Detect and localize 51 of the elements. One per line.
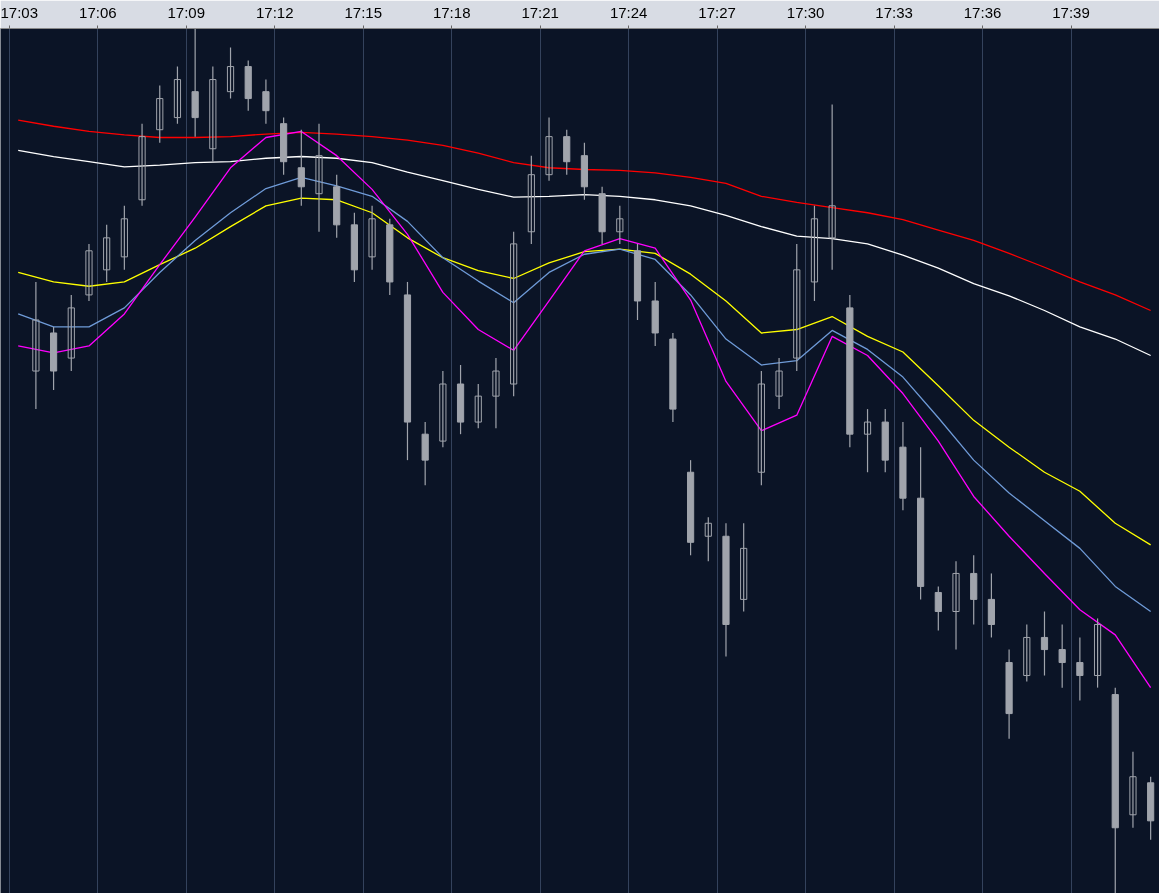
candlestick — [315, 123, 323, 233]
candlestick — [439, 370, 447, 448]
candlestick — [138, 123, 146, 207]
candlestick — [651, 281, 659, 347]
candlestick — [1058, 623, 1066, 689]
candlestick — [32, 281, 40, 410]
candlestick — [103, 224, 111, 283]
x-tick-label: 17:30 — [786, 3, 825, 21]
candlestick — [368, 205, 376, 271]
candlestick — [1129, 751, 1137, 829]
candlestick — [173, 65, 182, 125]
x-tick-label: 17:27 — [698, 3, 736, 21]
candlestick — [386, 218, 394, 296]
x-tick-label: 17:18 — [432, 3, 471, 21]
candlestick — [740, 522, 748, 613]
candlestick — [156, 84, 164, 144]
x-tick-label: 17:39 — [1052, 3, 1090, 21]
candlestick — [85, 243, 93, 302]
candlestick — [793, 243, 801, 372]
x-tick-label: 17:15 — [344, 3, 383, 21]
x-tick-label: 17:36 — [963, 3, 1002, 21]
x-tick-label: 17:21 — [521, 3, 559, 21]
candlestick — [527, 155, 535, 245]
candlestick — [616, 205, 624, 245]
candlestick — [863, 408, 872, 473]
candlestick — [545, 117, 553, 182]
x-tick-label: 17:03 — [0, 3, 39, 21]
candlestick — [244, 59, 252, 112]
candlestick — [67, 294, 75, 372]
candlestick — [704, 516, 712, 562]
candlestick — [1023, 623, 1031, 683]
x-tick-label: 17:06 — [79, 3, 117, 21]
candlestick — [492, 357, 500, 429]
candlestick — [810, 205, 819, 302]
candlestick — [1093, 617, 1102, 689]
x-tick-label: 17:09 — [167, 3, 206, 21]
candlestick — [474, 383, 482, 429]
candlestick — [952, 560, 960, 651]
candlestick — [209, 65, 217, 163]
x-tick-label: 17:24 — [609, 3, 648, 21]
candlestick — [846, 294, 854, 448]
x-tick-label: 17:33 — [875, 3, 913, 21]
candlestick — [828, 104, 836, 271]
candlestick — [775, 357, 783, 410]
x-tick-label: 17:12 — [256, 3, 294, 21]
candlestick — [120, 205, 128, 271]
candlestick — [510, 231, 518, 397]
candlestick — [226, 46, 235, 100]
candlestick — [757, 370, 765, 486]
candlestick — [881, 408, 889, 473]
candlestick — [421, 421, 429, 486]
